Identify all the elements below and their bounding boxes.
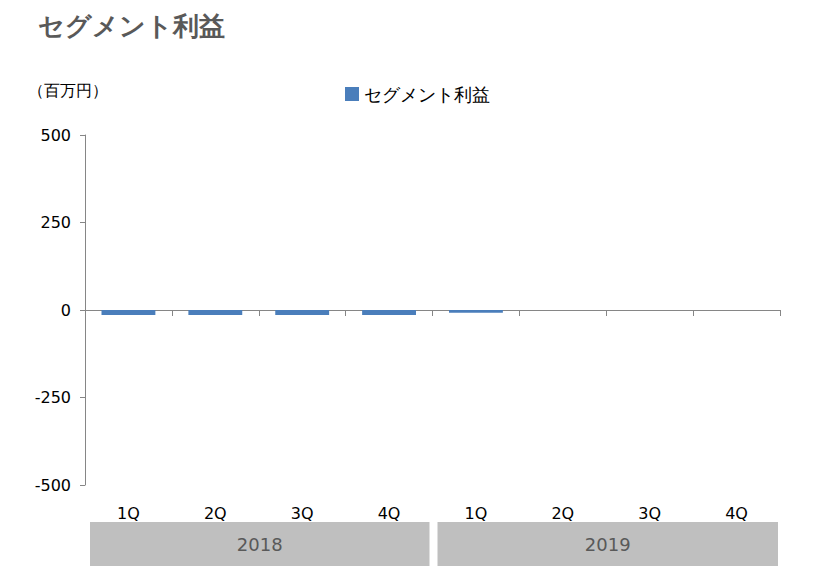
svg-text:500: 500 <box>40 126 71 145</box>
svg-text:2Q: 2Q <box>551 504 574 523</box>
svg-text:3Q: 3Q <box>291 504 314 523</box>
svg-text:セグメント利益: セグメント利益 <box>38 11 225 41</box>
svg-text:2019: 2019 <box>585 534 631 555</box>
svg-text:1Q: 1Q <box>465 504 488 523</box>
svg-text:（百万円）: （百万円） <box>28 81 108 100</box>
svg-text:-500: -500 <box>35 476 71 495</box>
svg-text:0: 0 <box>61 301 71 320</box>
svg-text:3Q: 3Q <box>638 504 661 523</box>
svg-text:-250: -250 <box>35 388 71 407</box>
svg-text:2Q: 2Q <box>204 504 227 523</box>
svg-text:250: 250 <box>40 213 71 232</box>
svg-text:セグメント利益: セグメント利益 <box>364 84 490 105</box>
svg-text:4Q: 4Q <box>725 504 748 523</box>
svg-text:4Q: 4Q <box>378 504 401 523</box>
svg-text:1Q: 1Q <box>117 504 140 523</box>
svg-text:2018: 2018 <box>237 534 283 555</box>
